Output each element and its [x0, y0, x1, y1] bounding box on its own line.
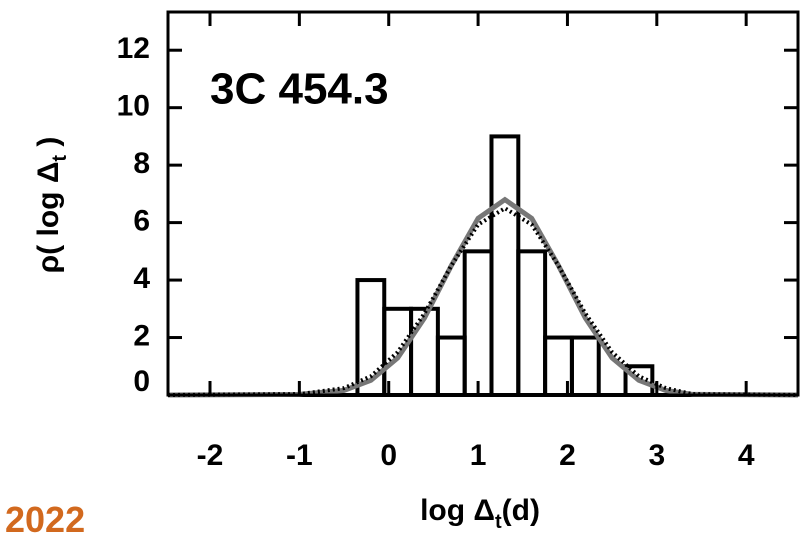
histogram-bar [489, 134, 521, 398]
fit-curve [167, 205, 799, 397]
histogram-bar [462, 249, 494, 397]
x-label-end: (d) [502, 494, 540, 527]
y-label-end: ) [32, 137, 65, 155]
y-tick-label: 0 [133, 365, 150, 398]
y-tick-label: 2 [133, 319, 150, 352]
x-tick-label: 2 [559, 439, 576, 472]
y-tick-label: 8 [133, 147, 150, 180]
y-label-main: ρ( log Δ [32, 162, 65, 274]
annotation: 2022 [5, 499, 85, 535]
plot-frame [166, 10, 800, 397]
x-tick-label: 4 [738, 439, 755, 472]
y-tick-label: 6 [133, 205, 150, 238]
x-tick-label: -2 [197, 439, 224, 472]
y-tick-label: 10 [117, 90, 150, 123]
y-tick-label: 12 [117, 32, 150, 65]
histogram-bar [569, 335, 601, 398]
y-tick-label: 4 [133, 262, 150, 295]
x-tick-label: -1 [286, 439, 313, 472]
x-tick-label: 1 [470, 439, 487, 472]
x-label-sub: t [495, 511, 502, 533]
x-tick-label: 0 [380, 439, 397, 472]
histogram-bar [516, 249, 548, 397]
chart-title: 3C 454.3 [210, 65, 389, 114]
y-label-sub: t [49, 155, 71, 162]
x-tick-label: 3 [648, 439, 665, 472]
y-axis-label: ρ( log Δt ) [32, 137, 71, 274]
x-axis-label: log Δt(d) [420, 494, 540, 533]
x-label-main: log Δ [420, 494, 495, 527]
fit-curve [167, 196, 799, 398]
histogram-bar [435, 335, 467, 398]
